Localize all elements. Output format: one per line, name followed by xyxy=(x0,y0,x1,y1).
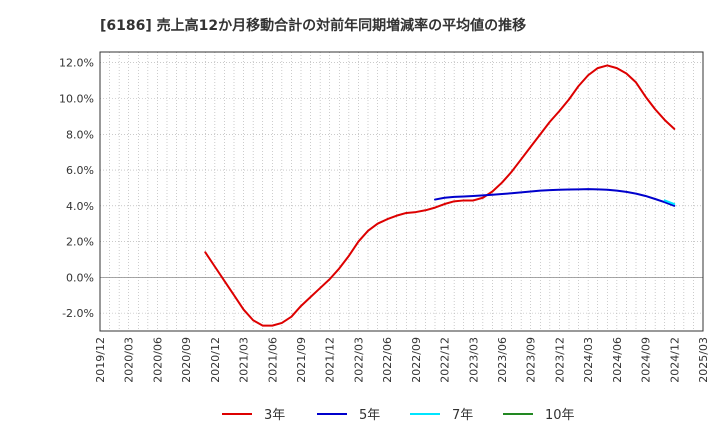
y-tick-label: 10.0% xyxy=(59,93,94,106)
x-tick-label: 2023/12 xyxy=(553,337,566,383)
legend-label: 7年 xyxy=(452,408,473,423)
x-tick-label: 2022/09 xyxy=(410,337,423,383)
x-tick-label: 2020/09 xyxy=(180,337,193,383)
chart-title: [6186] 売上高12か月移動合計の対前年同期増減率の平均値の推移 xyxy=(100,17,526,34)
x-tick-label: 2021/03 xyxy=(238,337,251,383)
series-line-2 xyxy=(663,199,676,206)
series-line-0 xyxy=(204,64,676,327)
plot-frame xyxy=(99,51,704,332)
y-tick-label: 12.0% xyxy=(59,57,94,70)
y-tick-label: 2.0% xyxy=(66,236,94,249)
legend-label: 5年 xyxy=(359,408,380,423)
plot-background xyxy=(100,52,703,331)
x-tick-label: 2024/12 xyxy=(668,337,681,383)
plot-area: 12.0% 10.0% 8.0% 6.0% 4.0% 2.0% 0.0% -2.0% 2019/… xyxy=(59,51,710,383)
x-tick-label: 2023/09 xyxy=(525,337,538,383)
x-tick-label: 2025/03 xyxy=(697,337,710,383)
x-tick-label: 2023/06 xyxy=(496,337,509,383)
x-tick-label: 2024/09 xyxy=(640,337,653,383)
x-tick-label: 2020/06 xyxy=(151,337,164,383)
x-tick-label: 2019/12 xyxy=(94,337,107,383)
x-tick-label: 2020/12 xyxy=(209,337,222,383)
y-tick-label: -2.0% xyxy=(62,307,94,320)
x-tick-label: 2024/06 xyxy=(611,337,624,383)
legend-label: 3年 xyxy=(264,408,285,423)
x-tick-label: 2021/09 xyxy=(295,337,308,383)
legend-label: 10年 xyxy=(545,408,575,423)
x-tick-label: 2021/06 xyxy=(266,337,279,383)
y-tick-label: 4.0% xyxy=(66,200,94,213)
x-tick-label: 2022/03 xyxy=(352,337,365,383)
y-tick-label: 0.0% xyxy=(66,271,94,284)
y-tick-label: 6.0% xyxy=(66,164,94,177)
x-tick-label: 2021/12 xyxy=(324,337,337,383)
y-tick-label: 8.0% xyxy=(66,128,94,141)
series-line-1 xyxy=(434,188,676,207)
x-tick-label: 2023/03 xyxy=(467,337,480,383)
x-tick-label: 2024/03 xyxy=(582,337,595,383)
legend: 3年 5年 7年 10年 xyxy=(222,408,575,423)
x-tick-label: 2022/12 xyxy=(439,337,452,383)
x-tick-label: 2020/03 xyxy=(123,337,136,383)
x-tick-label: 2022/06 xyxy=(381,337,394,383)
